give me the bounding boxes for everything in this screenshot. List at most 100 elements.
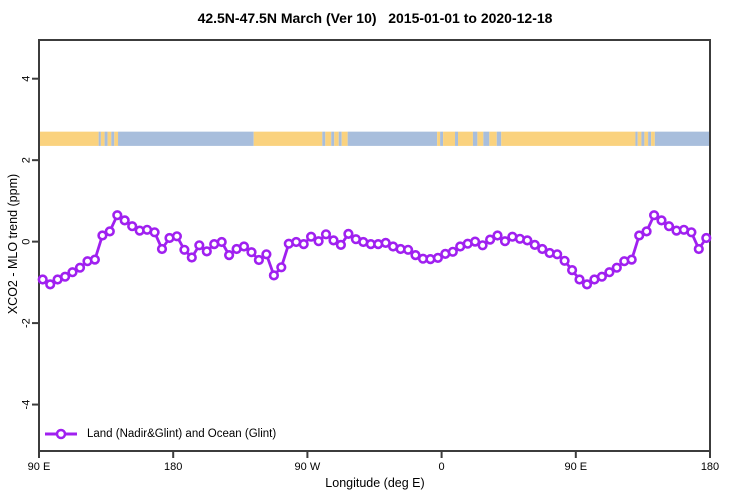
data-point (89, 254, 100, 265)
surface-band-segment-ocean (483, 131, 490, 146)
data-point (201, 246, 212, 257)
surface-band-segment-ocean (118, 131, 254, 146)
data-point (119, 215, 130, 226)
legend: Land (Nadir&Glint) and Ocean (Glint) (44, 427, 276, 441)
surface-band-segment-land (651, 131, 655, 146)
x-tick-label: 180 (164, 461, 182, 473)
data-point (186, 252, 197, 263)
x-tick-label: 0 (439, 461, 445, 473)
surface-band-segment-land (458, 131, 473, 146)
data-point (37, 274, 48, 285)
surface-band-segment-ocean (635, 131, 638, 146)
data-point (67, 267, 78, 278)
data-point (447, 246, 458, 257)
surface-band-segment-land (334, 131, 339, 146)
surface-band-segment-ocean (648, 131, 652, 146)
data-point (522, 235, 533, 246)
data-point (179, 244, 190, 255)
surface-band-segment-ocean (331, 131, 335, 146)
data-point (581, 279, 593, 290)
data-point (410, 250, 421, 261)
surface-band-segment-land (253, 131, 323, 146)
surface-band-segment-ocean (104, 131, 108, 146)
data-point (604, 267, 615, 278)
surface-band-segment-land (644, 131, 649, 146)
data-point (246, 247, 257, 258)
data-point (59, 271, 71, 282)
data-point (641, 226, 652, 237)
data-point (335, 239, 347, 250)
data-point (611, 262, 622, 273)
data-point (104, 226, 115, 237)
surface-band-segment-land (325, 131, 332, 146)
data-point (320, 229, 332, 240)
surface-band-segment-land (437, 131, 441, 146)
data-point (45, 279, 56, 290)
data-point (537, 243, 548, 255)
data-point (403, 244, 414, 255)
data-point (216, 236, 227, 248)
x-tick-label: 90 W (295, 461, 321, 473)
y-tick-label: -2 (21, 318, 33, 328)
data-point (477, 240, 488, 251)
data-point (499, 236, 511, 247)
x-tick-label: 180 (701, 461, 719, 473)
data-point (626, 254, 637, 265)
plot-border (38, 39, 711, 452)
legend-marker-icon (45, 428, 77, 440)
data-point (97, 230, 108, 241)
legend-label: Land (Nadir&Glint) and Ocean (Glint) (87, 428, 277, 440)
surface-band-segment-land (107, 131, 112, 146)
data-point (313, 236, 324, 247)
data-point (194, 240, 205, 251)
data-point (529, 239, 540, 250)
data-point (149, 227, 160, 238)
surface-band-segment-ocean (347, 131, 438, 146)
surface-band-segment-ocean (322, 131, 326, 146)
y-axis-label: XCO2 - MLO trend (ppm) (6, 173, 20, 315)
surface-band-segment-ocean (654, 131, 710, 146)
surface-band-segment-ocean (98, 131, 101, 146)
chart-title: 42.5N-47.5N March (Ver 10) 2015-01-01 to… (197, 10, 553, 26)
data-point (485, 234, 496, 245)
surface-band-segment-land (501, 131, 636, 146)
data-point (127, 221, 138, 232)
surface-band-segment-ocean (641, 131, 645, 146)
data-point (559, 255, 570, 266)
data-point (238, 241, 250, 252)
data-point (686, 227, 697, 238)
surface-band-segment-land (489, 131, 497, 146)
y-tick-label: 0 (21, 239, 33, 245)
surface-band-segment-land (100, 131, 105, 146)
surface-band-segment-ocean (111, 131, 115, 146)
y-tick-label: -4 (21, 400, 33, 410)
surface-band-segment-ocean (338, 131, 342, 146)
surface-band-segment-ocean (472, 131, 478, 146)
data-point (306, 231, 317, 242)
x-tick-label: 90 E (28, 461, 51, 473)
surface-band-segment-land (637, 131, 642, 146)
data-point (566, 265, 578, 276)
x-axis-label: Longitude (deg E) (325, 476, 425, 490)
surface-band-segment-ocean (455, 131, 459, 146)
data-point (552, 249, 563, 260)
data-point (343, 228, 354, 239)
data-point (156, 243, 168, 255)
data-point (634, 230, 645, 241)
data-point (492, 230, 503, 241)
surface-band-segment-land (114, 131, 119, 146)
surface-band-segment-ocean (496, 131, 502, 146)
data-point (648, 210, 660, 221)
surface-band-segment-land (341, 131, 348, 146)
data-point (701, 232, 712, 244)
surface-band-segment-land (39, 131, 99, 146)
surface-band-segment-land (443, 131, 456, 146)
surface-band-segment-ocean (440, 131, 444, 146)
data-point (74, 262, 86, 273)
data-point (298, 239, 309, 250)
data-point (470, 236, 481, 247)
data-point (596, 271, 608, 282)
data-point (663, 221, 675, 232)
data-point (268, 270, 280, 281)
